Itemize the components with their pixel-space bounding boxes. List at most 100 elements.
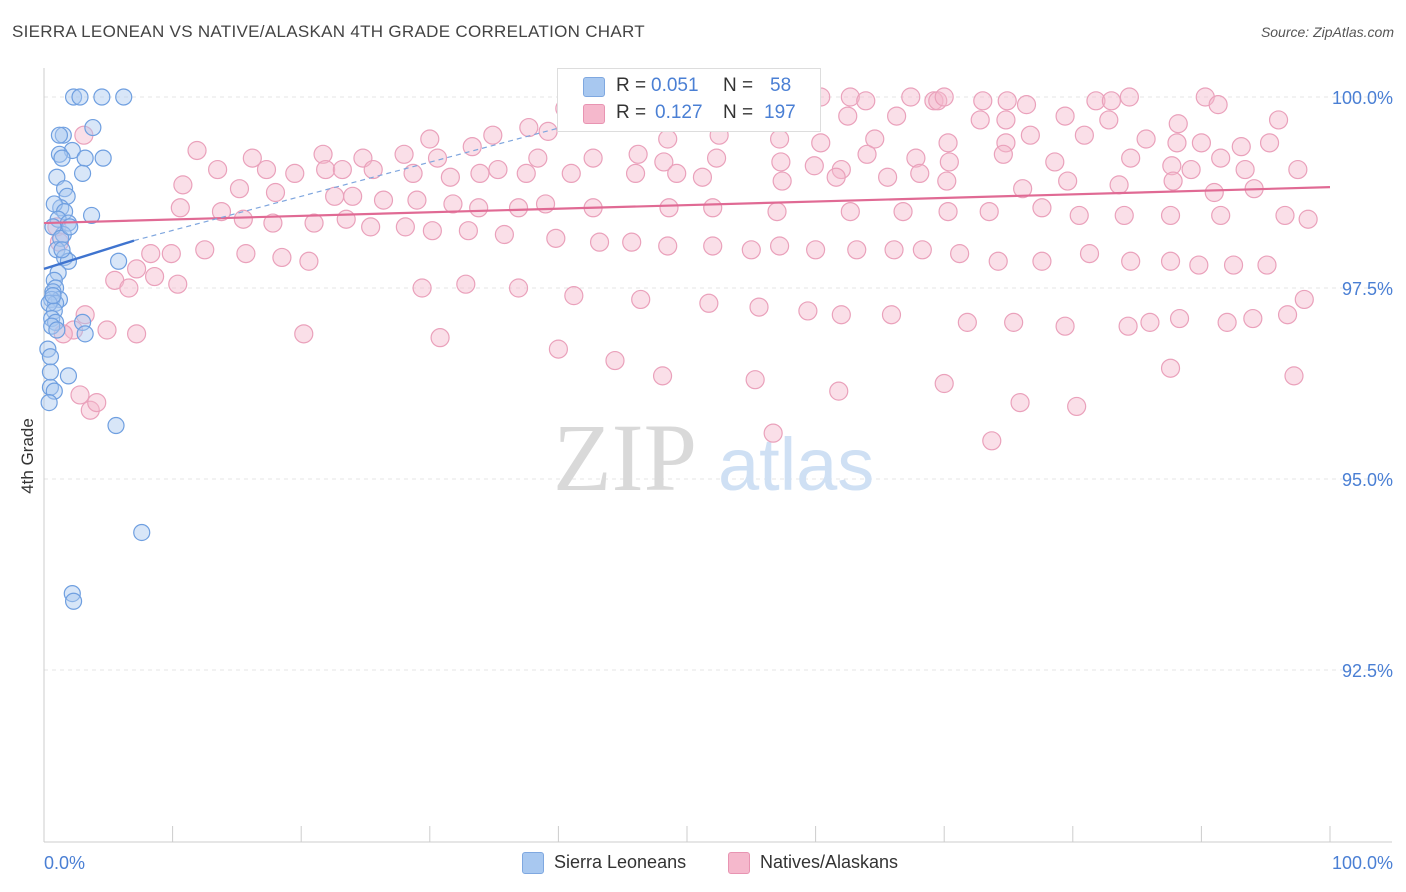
data-point-natives-alaskans bbox=[97, 320, 117, 340]
data-point-natives-alaskans bbox=[771, 152, 791, 172]
data-point-natives-alaskans bbox=[1243, 308, 1263, 329]
data-point-natives-alaskans bbox=[1223, 255, 1244, 275]
data-point-natives-alaskans bbox=[811, 133, 831, 153]
data-point-natives-alaskans bbox=[856, 91, 876, 111]
data-point-natives-alaskans bbox=[265, 182, 286, 203]
data-point-natives-alaskans bbox=[938, 202, 958, 222]
data-point-natives-alaskans bbox=[1136, 129, 1156, 149]
data-point-natives-alaskans bbox=[652, 366, 673, 386]
data-point-natives-alaskans bbox=[881, 305, 902, 325]
data-point-natives-alaskans bbox=[589, 232, 610, 252]
data-point-natives-alaskans bbox=[1217, 312, 1237, 332]
data-point-natives-alaskans bbox=[195, 240, 215, 260]
data-point-natives-alaskans bbox=[395, 217, 415, 237]
data-point-natives-alaskans bbox=[957, 312, 977, 332]
watermark-atlas: atlas bbox=[718, 423, 874, 506]
data-point-natives-alaskans bbox=[242, 148, 262, 168]
data-point-natives-alaskans bbox=[1055, 106, 1075, 126]
data-point-natives-alaskans bbox=[979, 202, 999, 222]
data-point-natives-alaskans bbox=[87, 393, 107, 413]
data-point-natives-alaskans bbox=[840, 87, 860, 107]
data-point-natives-alaskans bbox=[516, 163, 536, 183]
data-point-sierra-leoneans bbox=[115, 88, 133, 106]
data-point-natives-alaskans bbox=[838, 106, 858, 126]
data-point-natives-alaskans bbox=[1121, 148, 1141, 168]
data-point-natives-alaskans bbox=[173, 175, 193, 195]
data-point-natives-alaskans bbox=[285, 163, 305, 183]
data-point-natives-alaskans bbox=[236, 244, 256, 264]
data-point-natives-alaskans bbox=[901, 87, 921, 107]
data-point-natives-alaskans bbox=[893, 202, 913, 222]
data-point-natives-alaskans bbox=[1268, 110, 1289, 130]
data-point-natives-alaskans bbox=[430, 328, 450, 348]
data-point-natives-alaskans bbox=[420, 129, 440, 149]
y-tick-labels: 100.0% 97.5% 95.0% 92.5% bbox=[1332, 88, 1393, 681]
bottom-legend-sierra-leoneans: Sierra Leoneans bbox=[522, 852, 687, 875]
data-point-natives-alaskans bbox=[564, 286, 584, 306]
data-point-natives-alaskans bbox=[70, 385, 90, 405]
y-tick-label: 100.0% bbox=[1332, 88, 1393, 108]
data-point-natives-alaskans bbox=[692, 167, 713, 187]
watermark: ZIP atlas bbox=[553, 404, 874, 511]
data-point-natives-alaskans bbox=[934, 87, 954, 107]
data-point-sierra-leoneans bbox=[48, 321, 66, 339]
data-point-natives-alaskans bbox=[605, 350, 625, 371]
data-point-natives-alaskans bbox=[1208, 95, 1228, 115]
data-point-natives-alaskans bbox=[1020, 125, 1040, 145]
data-point-natives-alaskans bbox=[126, 324, 147, 344]
data-point-natives-alaskans bbox=[1257, 255, 1277, 275]
data-point-natives-alaskans bbox=[229, 179, 250, 199]
data-point-natives-alaskans bbox=[170, 198, 190, 218]
y-tick-label: 97.5% bbox=[1342, 279, 1393, 299]
data-point-natives-alaskans bbox=[622, 232, 642, 252]
data-point-natives-alaskans bbox=[583, 148, 603, 168]
data-point-natives-alaskans bbox=[456, 274, 476, 294]
data-point-natives-alaskans bbox=[1101, 91, 1121, 111]
data-point-natives-alaskans bbox=[1032, 198, 1052, 218]
series-sierra-leoneans bbox=[39, 88, 151, 610]
data-point-natives-alaskans bbox=[798, 301, 818, 321]
data-point-natives-alaskans bbox=[256, 159, 277, 180]
data-point-natives-alaskans bbox=[831, 305, 851, 325]
data-point-natives-alaskans bbox=[407, 190, 427, 210]
data-point-sierra-leoneans bbox=[50, 126, 69, 144]
data-point-natives-alaskans bbox=[865, 129, 885, 149]
data-point-natives-alaskans bbox=[1168, 114, 1188, 134]
data-point-natives-alaskans bbox=[1189, 255, 1209, 275]
data-point-sierra-leoneans bbox=[59, 367, 78, 385]
data-point-natives-alaskans bbox=[211, 202, 232, 222]
data-point-natives-alaskans bbox=[1298, 209, 1318, 229]
data-point-natives-alaskans bbox=[993, 144, 1013, 164]
data-point-natives-alaskans bbox=[1259, 133, 1280, 153]
data-point-natives-alaskans bbox=[1160, 251, 1181, 271]
data-point-natives-alaskans bbox=[988, 251, 1008, 271]
data-point-natives-alaskans bbox=[654, 152, 674, 172]
data-point-natives-alaskans bbox=[659, 198, 679, 218]
data-point-natives-alaskans bbox=[494, 224, 514, 245]
data-point-natives-alaskans bbox=[336, 209, 356, 229]
data-point-natives-alaskans bbox=[829, 381, 849, 401]
data-point-natives-alaskans bbox=[316, 159, 336, 180]
data-point-natives-alaskans bbox=[667, 163, 687, 183]
legend-n-value: 58 bbox=[770, 75, 792, 96]
data-point-natives-alaskans bbox=[970, 110, 990, 130]
data-point-natives-alaskans bbox=[910, 163, 930, 183]
bottom-legend-label: Sierra Leoneans bbox=[554, 852, 687, 872]
data-point-natives-alaskans bbox=[546, 228, 566, 248]
data-point-natives-alaskans bbox=[538, 121, 558, 141]
data-point-natives-alaskans bbox=[973, 91, 993, 111]
data-point-natives-alaskans bbox=[1118, 316, 1138, 336]
data-point-natives-alaskans bbox=[483, 125, 503, 145]
data-point-natives-alaskans bbox=[1211, 205, 1231, 226]
bottom-legend-swatch-pink bbox=[728, 852, 750, 875]
data-point-natives-alaskans bbox=[1119, 87, 1139, 107]
data-point-sierra-leoneans bbox=[76, 325, 94, 343]
data-point-natives-alaskans bbox=[1275, 205, 1295, 226]
data-point-natives-alaskans bbox=[294, 324, 314, 344]
data-point-natives-alaskans bbox=[982, 431, 1002, 451]
legend-r-value: 0.051 bbox=[651, 75, 699, 96]
data-point-natives-alaskans bbox=[772, 171, 792, 191]
data-point-natives-alaskans bbox=[1013, 179, 1033, 199]
data-point-natives-alaskans bbox=[1109, 175, 1129, 195]
